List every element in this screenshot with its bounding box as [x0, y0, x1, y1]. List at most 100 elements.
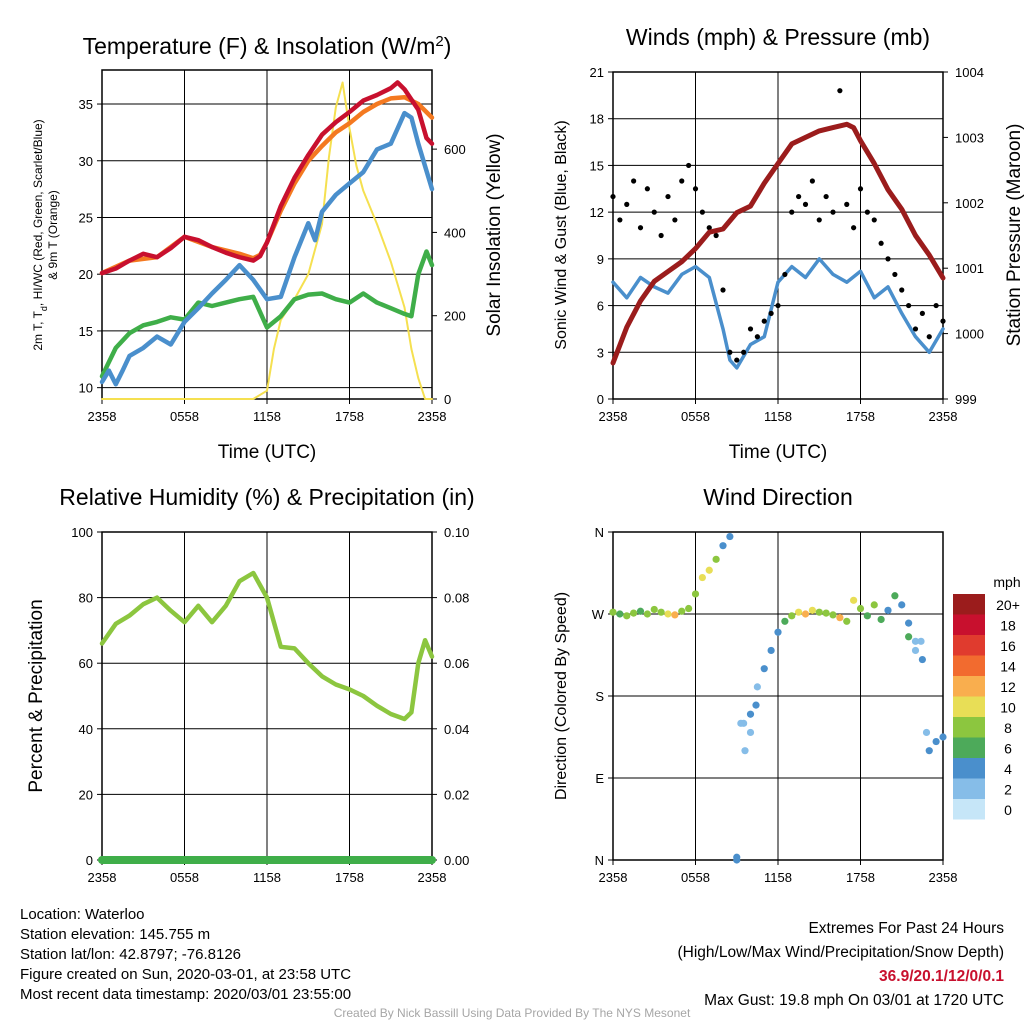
- colorbar-label: 18: [1000, 618, 1016, 634]
- direction-point: [774, 628, 782, 636]
- colorbar-swatch: [953, 717, 985, 738]
- direction-point: [822, 609, 830, 617]
- y-tick-label: 3: [597, 345, 604, 360]
- station-info: Location: Waterloo Station elevation: 14…: [20, 905, 351, 1005]
- direction-point: [932, 737, 940, 746]
- gust-point: [823, 193, 829, 200]
- y2-tick-label: 0.04: [444, 722, 469, 737]
- y-axis-label-line2: & 9m T (Orange): [46, 190, 60, 280]
- gust-point: [912, 326, 919, 332]
- x-tick-label: 1158: [253, 870, 281, 885]
- max-gust: Max Gust: 19.8 mph On 03/01 at 1720 UTC: [704, 992, 1004, 1009]
- direction-point: [616, 610, 624, 618]
- direction-point: [917, 637, 925, 645]
- station-latlon: Station lat/lon: 42.8797; -76.8126: [20, 946, 242, 963]
- x-tick-label: 2358: [599, 409, 628, 424]
- direction-point: [650, 605, 658, 614]
- colorbar-unit: mph: [993, 574, 1020, 590]
- y-tick-label: N: [595, 525, 604, 540]
- series-solar-insolation: [101, 81, 433, 400]
- x-axis-label: Time (UTC): [218, 442, 317, 463]
- direction-point: [781, 617, 789, 625]
- gust-point: [741, 349, 747, 355]
- x-tick-label: 0558: [170, 409, 199, 424]
- colorbar-swatch: [953, 778, 985, 799]
- y2-tick-label: 0: [444, 392, 451, 407]
- direction-point: [609, 608, 617, 616]
- y-tick-label: W: [592, 607, 605, 622]
- chart-title: Relative Humidity (%) & Precipitation (i…: [59, 484, 474, 510]
- y-tick-label: 15: [590, 158, 604, 173]
- gust-point: [617, 217, 623, 223]
- direction-point: [829, 611, 837, 619]
- gust-point: [644, 186, 650, 192]
- gust-point: [761, 318, 767, 324]
- y-axis-label: Percent & Precipitation: [26, 599, 47, 792]
- direction-point: [843, 617, 851, 625]
- gust-point: [933, 302, 939, 309]
- colorbar-label: 20+: [996, 597, 1020, 613]
- gust-point: [802, 201, 809, 207]
- y-tick-label: N: [595, 853, 604, 868]
- gust-point: [851, 225, 857, 231]
- gust-point: [624, 201, 630, 207]
- station-elevation: Station elevation: 145.755 m: [20, 926, 211, 943]
- direction-point: [801, 610, 810, 618]
- y-tick-label: 10: [79, 381, 93, 396]
- panel-4: N E S W N 2358 0558 1158 1758 2358 Wind Direction D…: [553, 484, 957, 885]
- x-tick-label: 2358: [418, 409, 447, 424]
- direction-point: [911, 646, 920, 655]
- gust-point: [830, 209, 836, 215]
- chart-title: Winds (mph) & Pressure (mb): [626, 24, 930, 50]
- x-tick-label: 1758: [335, 409, 364, 424]
- y2-tick-label: 200: [444, 309, 466, 324]
- direction-point: [870, 601, 878, 609]
- gust-point: [906, 302, 912, 309]
- x-tick-label: 1158: [764, 870, 792, 885]
- gust-point: [844, 201, 850, 207]
- x-axis-label: Time (UTC): [729, 442, 828, 463]
- gust-point: [665, 193, 671, 200]
- panel-1: 10 15 20 25 30 35 0 200 400 600 2358 0558 1158 1758 23…: [31, 33, 505, 464]
- colorbar: mph 20+ 18 16 14 12 10 8 6 4 2 0: [953, 574, 1021, 820]
- series-relative-humidity: [99, 570, 435, 722]
- colorbar-swatch: [953, 635, 985, 656]
- direction-point: [898, 601, 906, 609]
- y-tick-label: E: [595, 771, 604, 786]
- series-hi-wc: [99, 110, 435, 387]
- gust-point: [871, 217, 877, 223]
- y-axis-label: Sonic Wind & Gust (Blue, Black): [553, 120, 570, 349]
- gust-point: [706, 225, 712, 231]
- credit-line: Created By Nick Bassill Using Data Provi…: [333, 1006, 691, 1020]
- direction-point: [719, 542, 727, 550]
- y-tick-label: 0: [597, 392, 604, 407]
- gust-point: [768, 310, 774, 316]
- gust-point: [892, 271, 898, 278]
- gust-point: [796, 193, 802, 200]
- direction-point: [863, 612, 871, 620]
- direction-point: [685, 604, 693, 613]
- colorbar-swatch: [953, 614, 985, 635]
- gust-point: [940, 318, 946, 324]
- y2-axis-label: Station Pressure (Maroon): [1004, 124, 1024, 347]
- direction-point: [877, 615, 885, 624]
- direction-point: [884, 606, 892, 614]
- y2-tick-label: 0.06: [444, 656, 469, 671]
- y-tick-label: 25: [79, 210, 93, 225]
- direction-point: [733, 853, 741, 861]
- y-tick-label: S: [595, 689, 604, 704]
- y-tick-label: 12: [590, 205, 604, 220]
- series-station-pressure: [610, 121, 946, 366]
- direction-point: [905, 619, 913, 627]
- direction-point: [925, 747, 933, 755]
- figure-created: Figure created on Sun, 2020-03-01, at 23…: [20, 966, 352, 983]
- gust-point: [878, 240, 884, 246]
- direction-point: [664, 610, 672, 618]
- gust-point: [782, 271, 788, 278]
- colorbar-label: 12: [1000, 679, 1016, 695]
- direction-point: [746, 710, 755, 718]
- colorbar-label: 2: [1004, 782, 1012, 798]
- colorbar-swatch: [953, 737, 985, 758]
- colorbar-label: 10: [1000, 700, 1016, 716]
- direction-point: [760, 665, 768, 673]
